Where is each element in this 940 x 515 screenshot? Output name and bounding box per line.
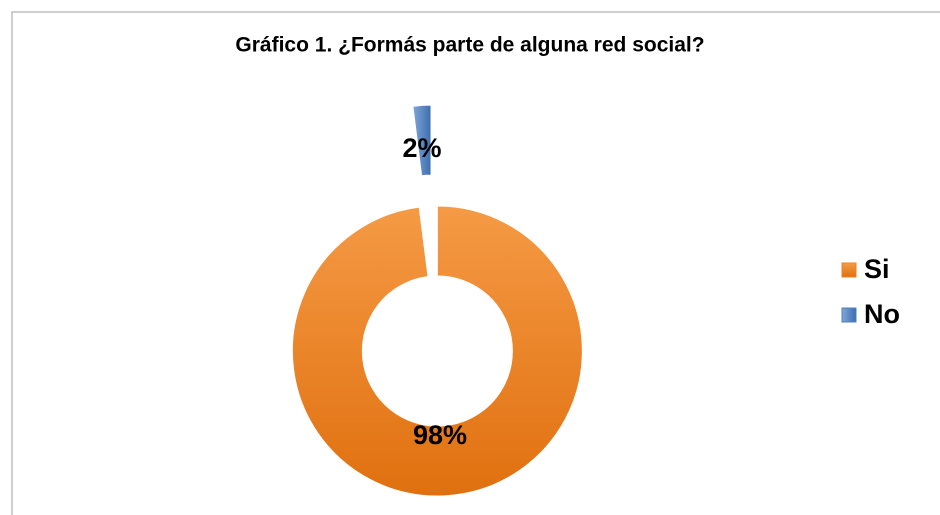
donut-slice	[412, 104, 432, 177]
donut-slice	[291, 205, 583, 497]
legend-label: Si	[864, 254, 890, 284]
legend-label: No	[864, 299, 900, 329]
data-label: 98%	[413, 420, 467, 450]
legend-swatch	[841, 262, 857, 278]
chart-title: Gráfico 1. ¿Formás parte de alguna red s…	[235, 34, 704, 57]
legend-swatch	[841, 307, 857, 323]
data-label: 2%	[402, 133, 441, 163]
